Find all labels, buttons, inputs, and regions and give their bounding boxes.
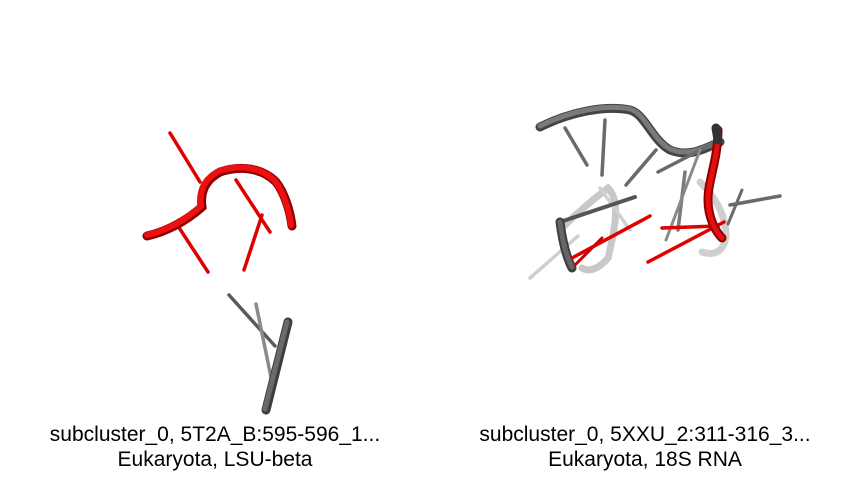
caption-title-right: subcluster_0, 5XXU_2:311-316_3... (479, 423, 811, 446)
rna-structure-render-right (528, 103, 782, 280)
caption-subtitle-left: Eukaryota, LSU-beta (117, 448, 313, 471)
structure-caption-left: subcluster_0, 5T2A_B:595-596_1... Eukary… (0, 422, 430, 472)
highlighted-motif-right (570, 123, 727, 267)
structure-panel-right: subcluster_0, 5XXU_2:311-316_3... Eukary… (430, 0, 860, 480)
context-nucleotides-left (227, 293, 293, 415)
context-backbone-right (535, 103, 782, 273)
caption-title-left: subcluster_0, 5T2A_B:595-596_1... (49, 423, 381, 446)
structure-caption-right: subcluster_0, 5XXU_2:311-316_3... Eukary… (430, 422, 860, 472)
caption-subtitle-right: Eukaryota, 18S RNA (548, 448, 742, 471)
structure-panel-left: subcluster_0, 5T2A_B:595-596_1... Eukary… (0, 131, 430, 472)
rna-structure-render-left (142, 131, 297, 415)
highlighted-motif-left (142, 131, 297, 274)
